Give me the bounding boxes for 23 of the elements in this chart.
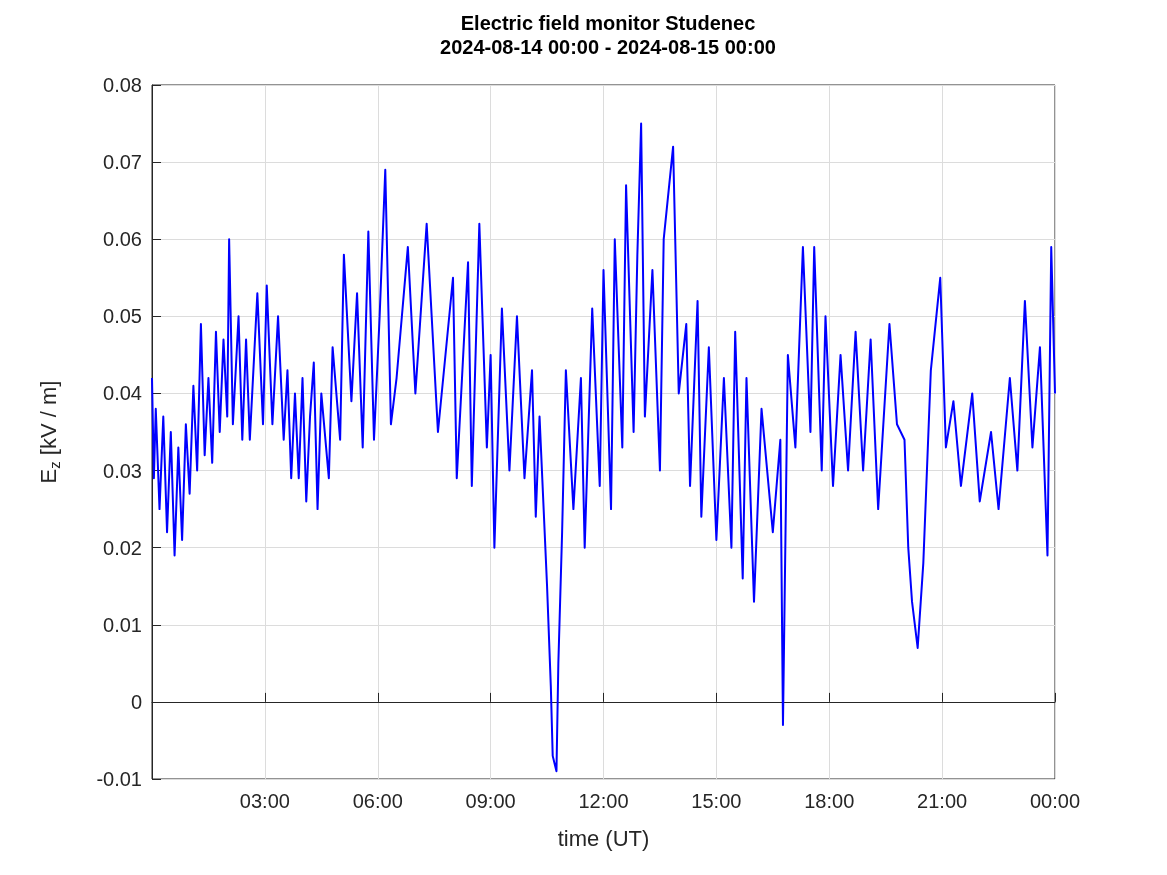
y-tick-label: 0.06 [103, 228, 142, 251]
x-tick-label: 15:00 [691, 790, 742, 812]
line-series [151, 122, 1056, 773]
chart-title: Electric field monitor Studenec [460, 12, 756, 34]
x-tick-label: 09:00 [465, 790, 516, 812]
x-tick-label: 00:00 [1029, 790, 1081, 812]
y-tick-label: 0.04 [103, 382, 142, 405]
x-tick-label: 18:00 [804, 790, 855, 812]
x-tick-label: 06:00 [352, 790, 403, 812]
chart-subtitle: 2024-08-14 00:00 - 2024-08-15 00:00 [440, 36, 776, 58]
x-tick-label: 12:00 [578, 790, 629, 812]
y-tick-label: 0.01 [103, 613, 142, 636]
y-tick-label: 0.05 [103, 305, 142, 328]
y-tick-label: 0.02 [103, 536, 142, 559]
x-tick-label: 03:00 [239, 790, 290, 812]
x-tick-label: 21:00 [917, 790, 968, 812]
y-tick-label: 0.03 [103, 459, 142, 482]
x-axis-title: time (UT) [557, 825, 650, 851]
y-axis-title: Ez [kV / m] [36, 380, 63, 484]
y-tick-label: -0.01 [96, 768, 142, 790]
y-tick-label: 0.07 [103, 151, 142, 174]
y-tick-label: 0.08 [103, 74, 142, 96]
y-tick-label: 0 [130, 690, 142, 713]
